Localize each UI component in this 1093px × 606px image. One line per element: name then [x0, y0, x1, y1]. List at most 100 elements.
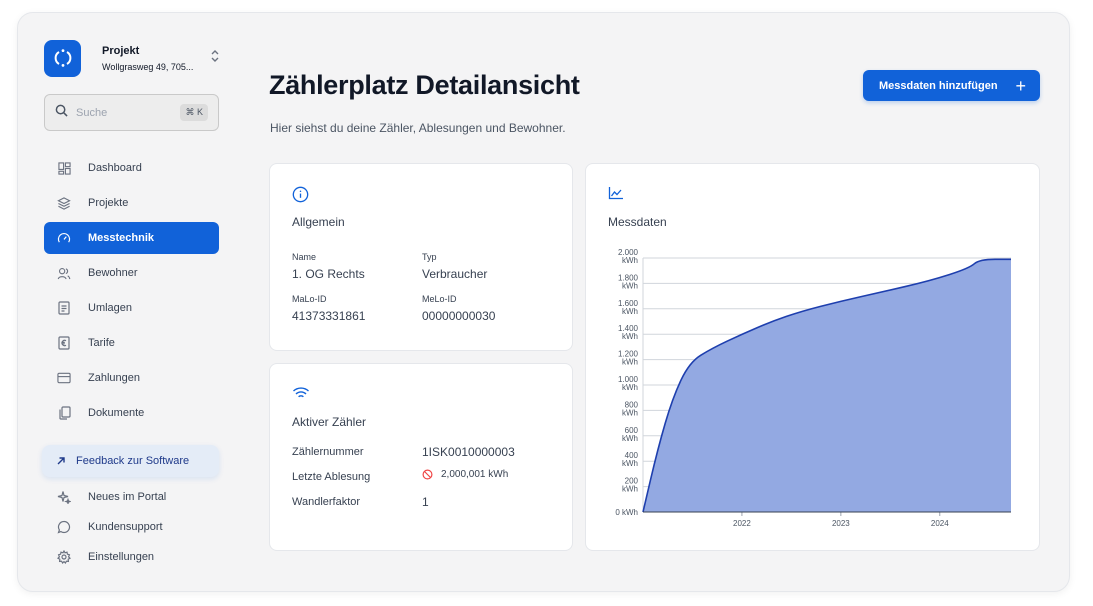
main-nav: Dashboard Projekte Messtechnik Bewohner [44, 152, 219, 432]
sidebar-item-label: Tarife [88, 337, 115, 349]
y-tick-unit: kWh [622, 383, 638, 392]
sidebar-item-label: Zahlungen [88, 372, 140, 384]
y-tick-label: 600 [625, 426, 639, 435]
x-tick-label: 2022 [733, 519, 751, 528]
search-icon [55, 104, 68, 122]
sidebar-item-label: Messtechnik [88, 232, 155, 244]
document-icon [57, 301, 71, 315]
typ-value: Verbraucher [422, 267, 488, 281]
chart-card: Messdaten 0 kWh 200 kWh 400 kWh 600 kWh 800 kWh 1… [585, 163, 1040, 551]
sidebar-item-neues[interactable]: Neues im Portal [44, 483, 219, 510]
sidebar-item-tarife[interactable]: Tarife [44, 327, 219, 359]
y-tick-unit: kWh [622, 459, 638, 468]
sidebar-item-kundensupport[interactable]: Kundensupport [44, 513, 219, 540]
arrow-up-right-icon [56, 456, 66, 466]
measurement-chart: 0 kWh200kWh400kWh600kWh800kWh1.000kWh1.2… [615, 248, 1011, 528]
malo-id-value: 41373331861 [292, 309, 366, 323]
y-tick-unit: kWh [622, 281, 638, 290]
malo-id-label: MaLo-ID [292, 294, 327, 304]
app-logo-icon [44, 39, 81, 77]
sidebar-item-label: Einstellungen [88, 550, 155, 563]
general-card-title: Allgemein [292, 215, 345, 229]
feedback-button[interactable]: Feedback zur Software [42, 445, 219, 477]
series-area [643, 259, 1011, 512]
chart-title: Messdaten [608, 215, 667, 229]
x-tick-label: 2024 [931, 519, 949, 528]
active-meter-card: Aktiver Zähler Zählernummer 1ISK00100000… [269, 363, 573, 551]
sidebar: Projekt Wollgrasweg 49, 705... Suche ⌘ K [18, 13, 248, 591]
project-switcher[interactable]: Projekt Wollgrasweg 49, 705... [44, 38, 220, 78]
project-address: Wollgrasweg 49, 705... [102, 61, 194, 72]
sidebar-item-dokumente[interactable]: Dokumente [44, 397, 219, 429]
last-reading: 2,000,001 kWh [422, 469, 508, 480]
add-measurement-label: Messdaten hinzufügen [879, 79, 998, 92]
page-title: Zählerplatz Detailansicht [269, 70, 580, 100]
sidebar-item-bewohner[interactable]: Bewohner [44, 257, 219, 289]
y-tick-unit: kWh [622, 256, 638, 265]
euro-icon [57, 336, 71, 350]
typ-label: Typ [422, 252, 437, 262]
credit-card-icon [57, 371, 71, 385]
y-tick-label: 1.400 [618, 324, 639, 333]
no-signal-icon [422, 469, 433, 480]
app-window: Projekt Wollgrasweg 49, 705... Suche ⌘ K [17, 12, 1070, 592]
y-tick-label: 2.000 [618, 248, 639, 257]
y-tick-unit: kWh [622, 358, 638, 367]
series-line [642, 258, 1011, 513]
secondary-nav: Neues im Portal Kundensupport Einstellun… [44, 483, 219, 573]
layers-icon [57, 196, 71, 210]
sidebar-item-projekte[interactable]: Projekte [44, 187, 219, 219]
sidebar-item-label: Kundensupport [88, 520, 163, 533]
last-reading-label: Letzte Ablesung [292, 471, 371, 483]
users-icon [57, 266, 71, 280]
add-measurement-button[interactable]: Messdaten hinzufügen + [863, 70, 1040, 101]
name-label: Name [292, 252, 317, 262]
x-tick-label: 2023 [832, 519, 850, 528]
y-tick-label: 800 [625, 400, 639, 409]
sidebar-item-label: Neues im Portal [88, 490, 167, 503]
y-tick-unit: kWh [622, 408, 638, 417]
sparkle-icon [57, 490, 71, 504]
sidebar-item-label: Dashboard [88, 162, 142, 174]
last-reading-value: 2,000,001 kWh [441, 469, 509, 480]
melo-id-label: MeLo-ID [422, 294, 457, 304]
sidebar-item-einstellungen[interactable]: Einstellungen [44, 543, 219, 570]
chevron-up-down-icon [210, 49, 220, 68]
plus-icon: + [1015, 75, 1026, 96]
page-subtitle: Hier siehst du deine Zähler, Ablesungen … [270, 121, 566, 135]
search-input[interactable]: Suche ⌘ K [44, 94, 219, 131]
sidebar-item-umlagen[interactable]: Umlagen [44, 292, 219, 324]
sidebar-item-label: Projekte [88, 197, 129, 209]
sidebar-item-label: Dokumente [88, 407, 145, 419]
meter-number-label: Zählernummer [292, 446, 364, 458]
active-meter-title: Aktiver Zähler [292, 415, 367, 429]
sidebar-item-zahlungen[interactable]: Zahlungen [44, 362, 219, 394]
y-tick-label: 400 [625, 451, 639, 460]
y-tick-label: 0 kWh [615, 508, 638, 517]
factor-value: 1 [422, 495, 429, 509]
y-tick-label: 1.000 [618, 375, 639, 384]
sidebar-item-dashboard[interactable]: Dashboard [44, 152, 219, 184]
name-value: 1. OG Rechts [292, 267, 365, 281]
y-tick-unit: kWh [622, 332, 638, 341]
line-chart-icon [608, 186, 624, 200]
y-tick-unit: kWh [622, 307, 638, 316]
y-tick-label: 200 [625, 477, 639, 486]
y-tick-unit: kWh [622, 434, 638, 443]
search-shortcut-badge: ⌘ K [180, 104, 208, 121]
dashboard-icon [57, 161, 71, 175]
sidebar-item-label: Bewohner [88, 267, 138, 279]
info-icon [292, 186, 309, 203]
factor-label: Wandlerfaktor [292, 496, 361, 508]
sidebar-item-messtechnik[interactable]: Messtechnik [44, 222, 219, 254]
melo-id-value: 00000000030 [422, 309, 496, 323]
files-icon [57, 406, 71, 420]
gauge-icon [57, 231, 71, 245]
feedback-label: Feedback zur Software [76, 455, 190, 467]
meter-number-value: 1ISK0010000003 [422, 445, 515, 459]
y-tick-label: 1.800 [618, 273, 639, 282]
project-title: Projekt [102, 44, 140, 57]
wifi-icon [292, 386, 310, 400]
y-tick-unit: kWh [622, 485, 638, 494]
chat-icon [57, 520, 71, 534]
